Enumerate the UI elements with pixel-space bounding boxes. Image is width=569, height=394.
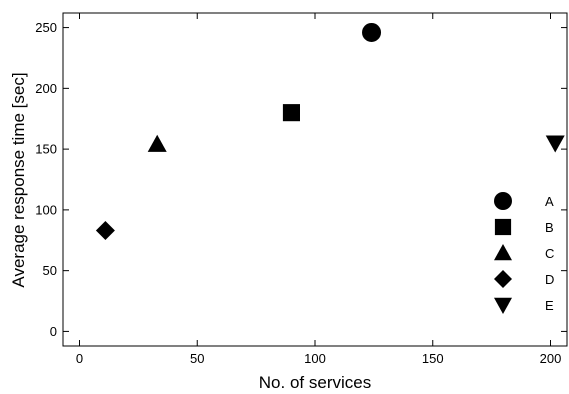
x-tick-label: 0: [76, 351, 83, 366]
y-tick-label: 200: [35, 81, 57, 96]
legend-label: C: [545, 246, 554, 261]
legend-label: E: [545, 298, 554, 313]
y-axis: 0 50 100 150 200 250: [35, 20, 567, 339]
legend-marker-diamond: [494, 270, 512, 288]
data-point-e-triangle-down: [545, 135, 565, 153]
plot-area: [62, 12, 568, 347]
data-point-a-circle: [362, 22, 382, 42]
x-tick-label: 100: [304, 351, 326, 366]
y-tick-label: 50: [43, 263, 57, 278]
y-tick-label: 0: [50, 324, 57, 339]
x-tick-label: 200: [540, 351, 562, 366]
x-axis-title: No. of services: [259, 373, 371, 392]
data-point-c-triangle-up: [147, 134, 167, 152]
x-tick-label: 50: [190, 351, 204, 366]
y-axis-title: Average response time [sec]: [9, 72, 28, 287]
y-tick-label: 150: [35, 142, 57, 157]
legend-label: A: [545, 194, 554, 209]
legend-marker-circle: [494, 192, 512, 210]
data-points: [95, 22, 565, 241]
legend-label: D: [545, 272, 554, 287]
data-point-b-square: [282, 104, 300, 122]
y-tick-label: 250: [35, 20, 57, 35]
y-tick-label: 100: [35, 202, 57, 217]
x-tick-label: 150: [422, 351, 444, 366]
x-axis: 0 50 100 150 200: [76, 13, 561, 366]
legend-marker-triangle-up: [494, 244, 512, 261]
data-point-d-diamond: [95, 221, 115, 241]
legend-label: B: [545, 220, 554, 235]
legend-marker-triangle-down: [494, 297, 512, 314]
legend-marker-square: [494, 218, 512, 236]
